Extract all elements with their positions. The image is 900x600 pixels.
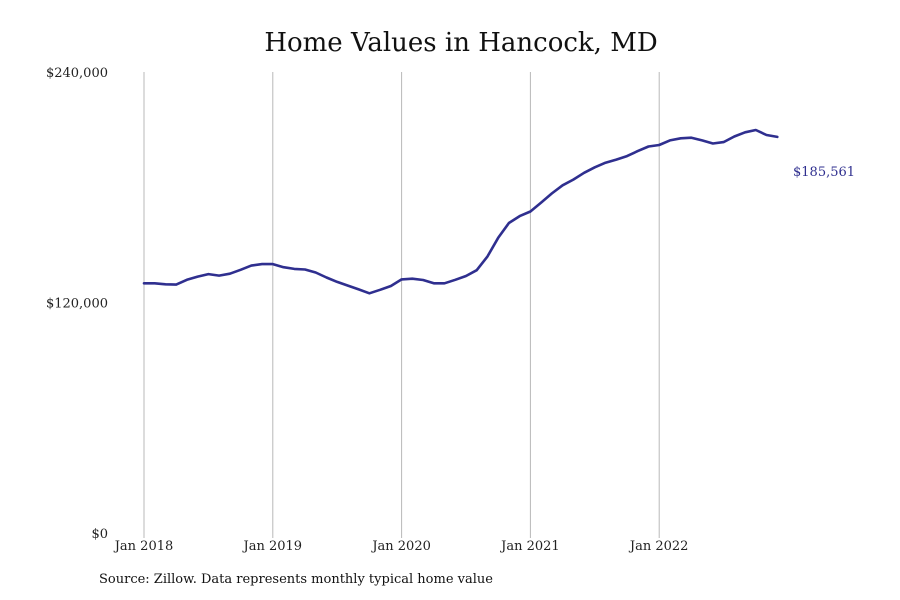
- x-axis-ticks: Jan 2018 Jan 2019 Jan 2020 Jan 2021 Jan 2022: [113, 539, 689, 554]
- x-tick-label: Jan 2018: [113, 539, 174, 554]
- y-axis-ticks: $0 $120,000 $240,000: [46, 66, 108, 542]
- chart-title: Home Values in Hancock, MD: [264, 28, 658, 58]
- x-tick-label: Jan 2021: [499, 539, 560, 554]
- x-tick-label: Jan 2022: [628, 539, 689, 554]
- source-note: Source: Zillow. Data represents monthly …: [99, 572, 493, 587]
- x-tick-label: Jan 2019: [242, 539, 303, 554]
- y-tick-label: $240,000: [46, 66, 108, 81]
- x-tick-label: Jan 2020: [370, 539, 431, 554]
- y-tick-label: $120,000: [46, 297, 108, 312]
- series-group: $185,561: [142, 128, 855, 295]
- grid-lines: [143, 72, 660, 538]
- y-tick-label: $0: [91, 527, 108, 542]
- series-line-0: [142, 128, 779, 295]
- end-value-label: $185,561: [793, 165, 855, 180]
